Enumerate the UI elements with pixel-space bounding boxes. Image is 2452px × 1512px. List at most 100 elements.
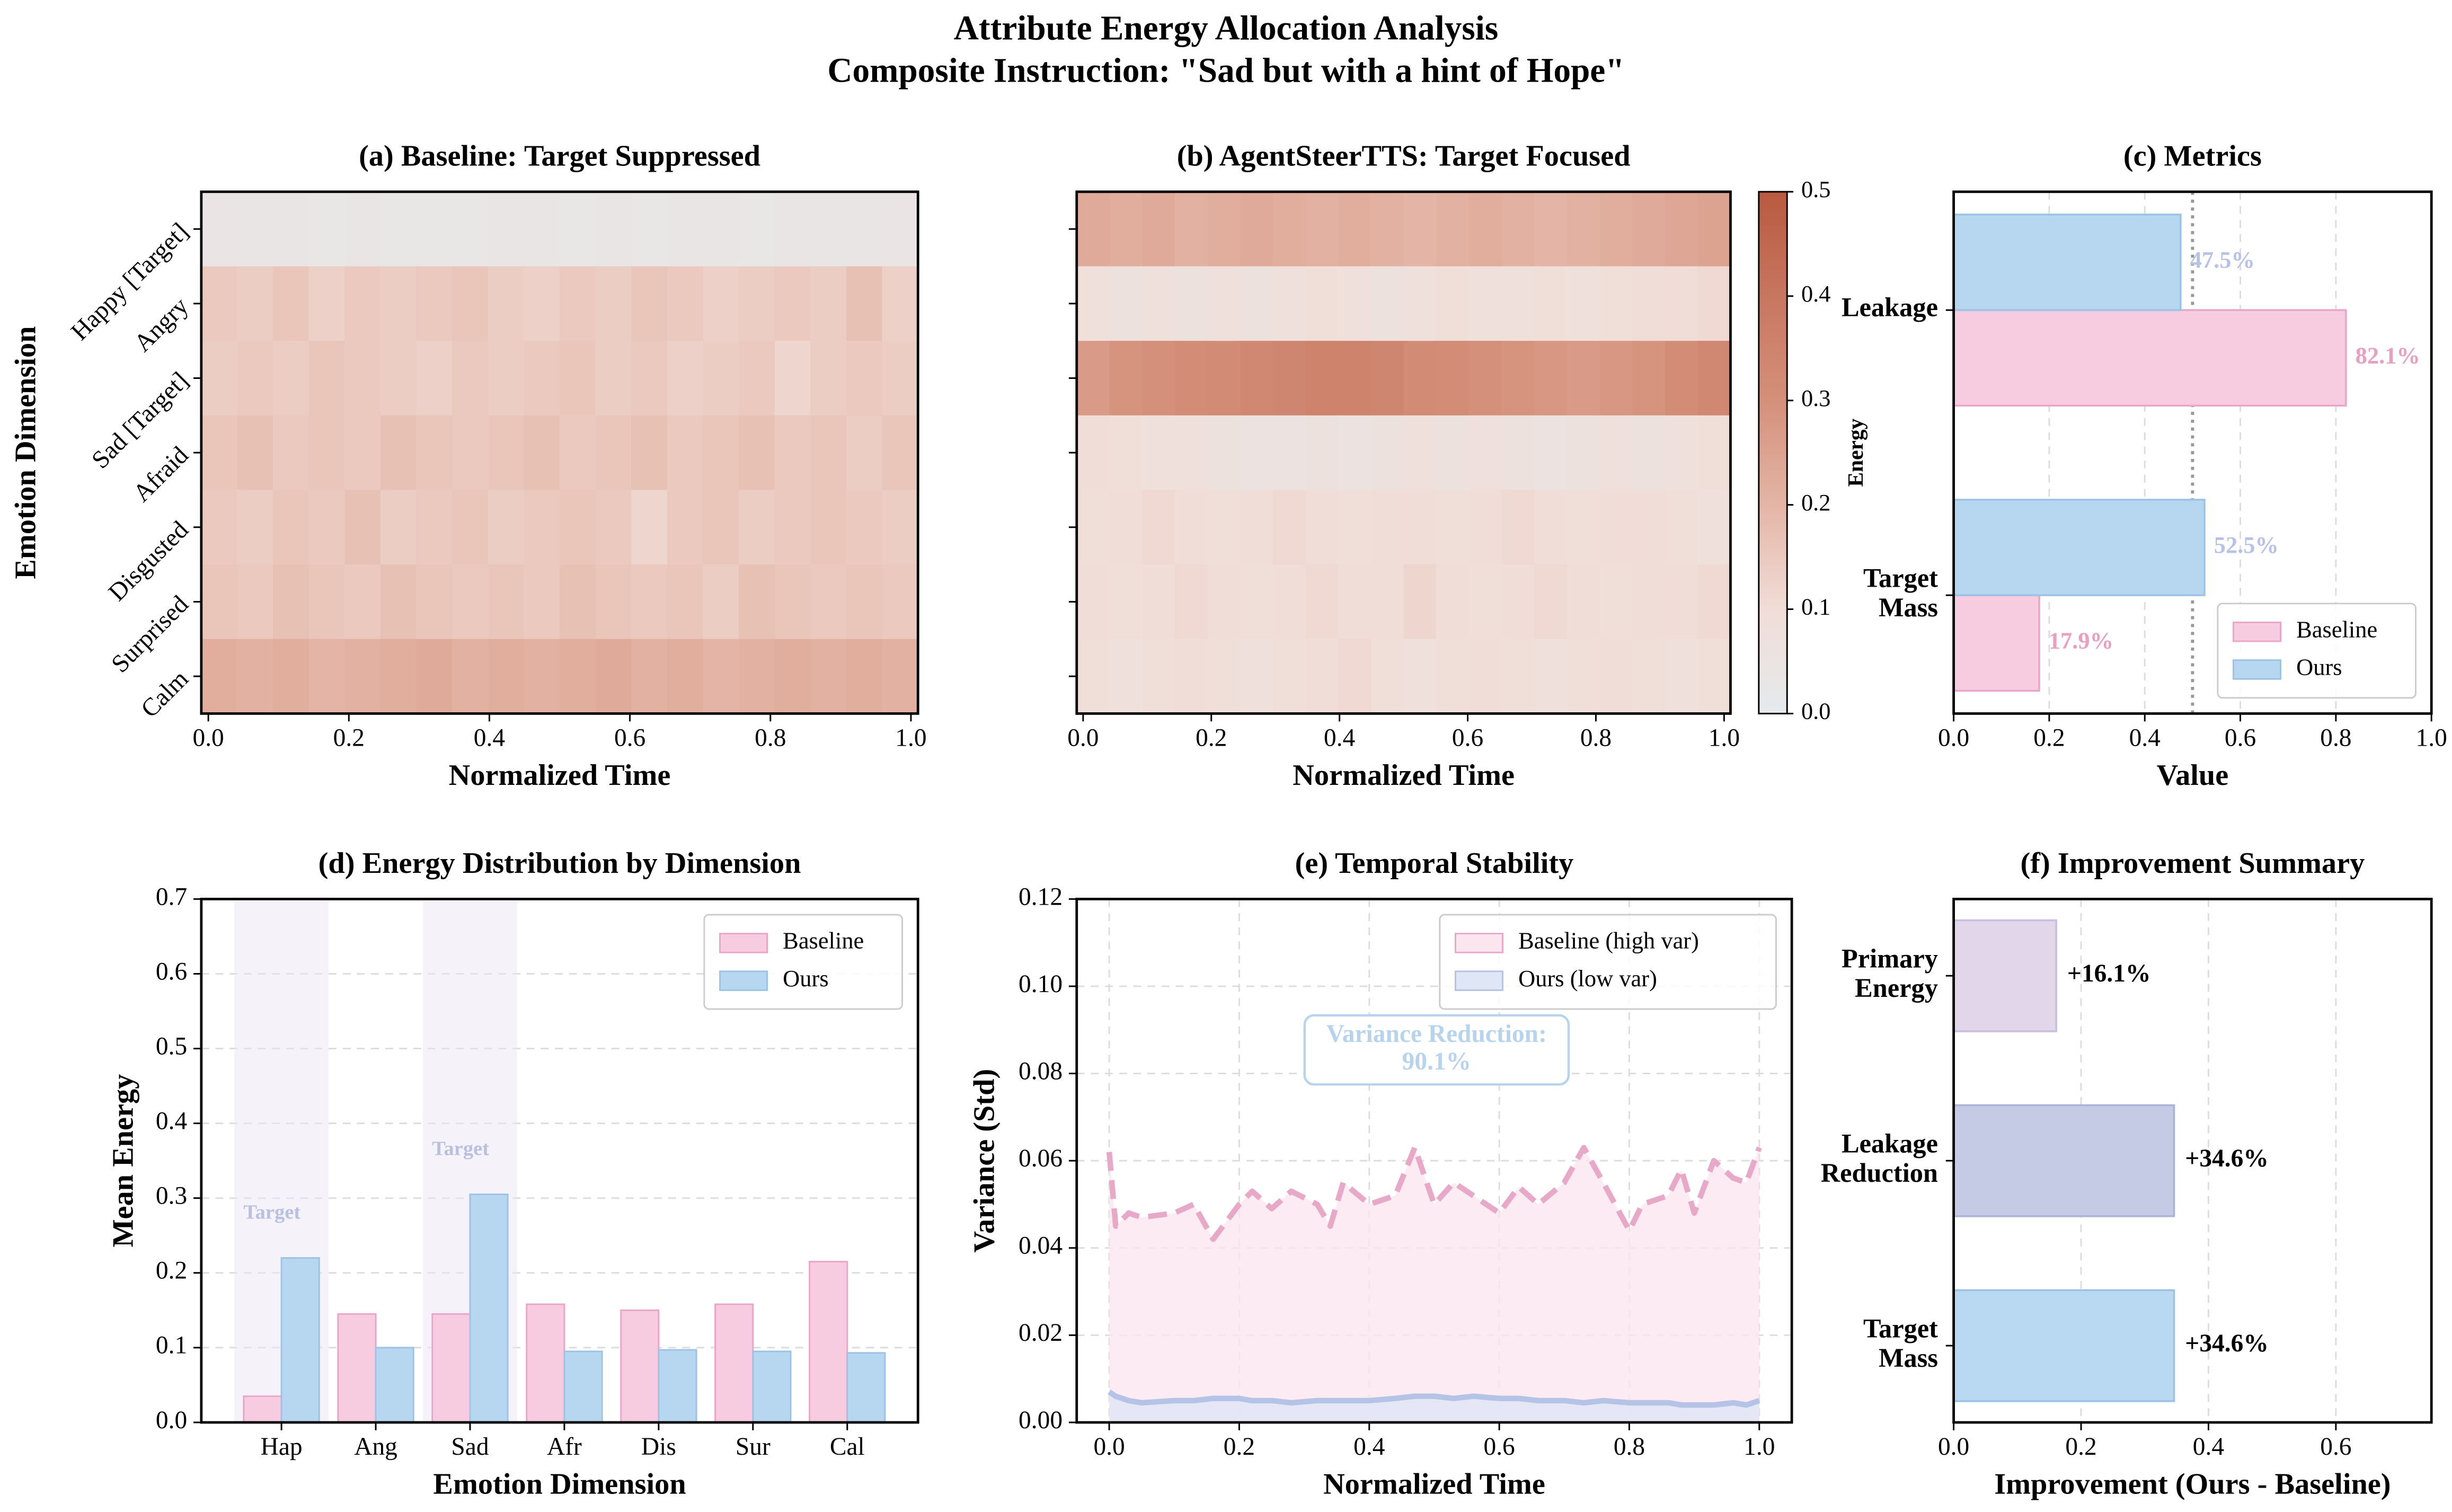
heatmap-cell — [1207, 266, 1241, 342]
y-tick-label: Angry — [129, 292, 194, 357]
heatmap-cell — [524, 639, 561, 714]
heatmap-cell — [846, 266, 883, 342]
heatmap-cell — [237, 266, 274, 342]
heatmap-cell — [452, 191, 489, 267]
heatmap-cell — [1207, 341, 1241, 417]
panel-title: (f) Improvement Summary — [2021, 847, 2365, 880]
x-tick-label: 0.0 — [1938, 1433, 1969, 1461]
legend-swatch — [2233, 621, 2281, 642]
highlight-label: Target — [432, 1137, 489, 1160]
heatmap-cell — [1240, 415, 1274, 491]
heatmap-cell — [416, 341, 453, 417]
y-tick-label: Disgusted — [103, 516, 194, 606]
heatmap-cell — [273, 415, 310, 491]
x-axis-label: Improvement (Ours - Baseline) — [1994, 1467, 2391, 1500]
heatmap-cell — [416, 191, 453, 267]
axes-frame — [1075, 898, 1793, 1424]
heatmap-cell — [846, 639, 883, 714]
heatmap-cell — [1207, 490, 1241, 565]
heatmap-cell — [1403, 266, 1437, 342]
heatmap-cell — [201, 341, 238, 417]
heatmap-cell — [1272, 639, 1307, 714]
x-tick-label: Afr — [547, 1433, 582, 1461]
heatmap-cell — [237, 415, 274, 491]
heatmap-cell — [1338, 415, 1372, 491]
heatmap-cell — [1142, 490, 1176, 565]
heatmap-cell — [380, 266, 418, 342]
line — [1106, 1145, 1762, 1242]
heatmap-cell — [1174, 341, 1208, 417]
y-axis-label: Emotion Dimension — [10, 326, 42, 579]
heatmap-cell — [344, 266, 382, 342]
x-tick-label: Dis — [641, 1433, 676, 1461]
heatmap-cell — [1468, 191, 1503, 267]
colorbar-label: Energy — [1843, 418, 1867, 487]
heatmap-cell — [1534, 191, 1568, 267]
panel-title: (a) Baseline: Target Suppressed — [359, 139, 760, 172]
legend-label: Baseline — [2296, 616, 2377, 642]
heatmap-cell — [1240, 191, 1274, 267]
heatmap-cell — [237, 639, 274, 714]
x-axis-label: Emotion Dimension — [433, 1467, 686, 1500]
heatmap-cell — [308, 341, 346, 417]
heatmap-cell — [1272, 341, 1307, 417]
heatmap-cell — [1109, 639, 1143, 714]
heatmap-cell — [703, 490, 740, 565]
heatmap-cell — [1436, 191, 1470, 267]
legend-label: Ours (low var) — [1518, 965, 1657, 992]
heatmap-cell — [1109, 415, 1143, 491]
bar — [809, 1261, 848, 1423]
heatmap-cell — [1370, 415, 1405, 491]
heatmap-cell — [1142, 564, 1176, 640]
area — [1109, 1392, 1759, 1422]
y-tick-label: 0.5 — [156, 1032, 187, 1060]
heatmap-cell — [1076, 415, 1110, 491]
heatmap-cell — [810, 341, 847, 417]
heatmap-cell — [1370, 490, 1405, 565]
heatmap-cell — [344, 564, 382, 640]
heatmap-cell — [1567, 564, 1601, 640]
legend-box — [1439, 914, 1777, 1010]
bar — [375, 1347, 414, 1423]
x-tick-label: 1.0 — [1743, 1433, 1775, 1461]
heatmap-cell — [810, 564, 847, 640]
heatmap-cell — [273, 266, 310, 342]
x-tick-label: Sad — [451, 1433, 489, 1461]
heatmap-cell — [1436, 266, 1470, 342]
heatmap-cell — [810, 266, 847, 342]
heatmap-cell — [667, 191, 704, 267]
bar — [658, 1349, 697, 1423]
heatmap-cell — [1174, 639, 1208, 714]
heatmap-cell — [1501, 639, 1535, 714]
x-tick-label: 0.6 — [2225, 724, 2256, 752]
x-tick-label: 1.0 — [895, 724, 926, 752]
heatmap-cell — [416, 639, 453, 714]
x-tick-label: 0.0 — [192, 724, 224, 752]
heatmap-cell — [1174, 266, 1208, 342]
heatmap-cell — [1697, 415, 1731, 491]
heatmap-cell — [1534, 266, 1568, 342]
legend-label: Ours — [2296, 654, 2342, 680]
heatmap-cell — [1436, 341, 1470, 417]
heatmap-cell — [1272, 564, 1307, 640]
heatmap-cell — [595, 490, 632, 565]
heatmap-cell — [1632, 415, 1666, 491]
y-tick-label: Primary Energy — [1842, 943, 1938, 1002]
heatmap-cell — [1305, 191, 1339, 267]
heatmap-cell — [237, 564, 274, 640]
x-tick-label: 0.8 — [1614, 1433, 1645, 1461]
heatmap-cell — [488, 191, 525, 267]
heatmap-cell — [1240, 639, 1274, 714]
heatmap-cell — [1632, 266, 1666, 342]
heatmap-cell — [416, 564, 453, 640]
heatmap-cell — [380, 490, 418, 565]
heatmap-cell — [1109, 564, 1143, 640]
x-tick-label: 0.8 — [2320, 724, 2351, 752]
y-tick-label: 0.06 — [1019, 1145, 1063, 1172]
heatmap-cell — [774, 415, 811, 491]
heatmap-cell — [1338, 266, 1372, 342]
heatmap-cell — [595, 639, 632, 714]
heatmap-cell — [1697, 490, 1731, 565]
